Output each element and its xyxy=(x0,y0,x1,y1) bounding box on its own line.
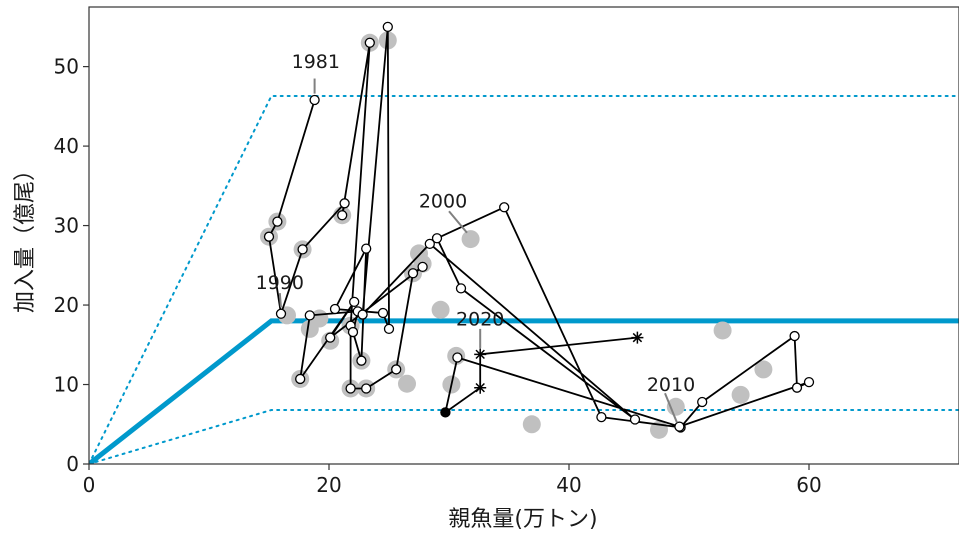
trajectory-point xyxy=(361,383,372,394)
trajectory-point xyxy=(697,396,708,408)
year-leader-line xyxy=(448,210,468,234)
axes: 0 20 40 60 0 10 20 30 40 50 xyxy=(54,6,959,497)
trajectory-point xyxy=(455,283,467,294)
trajectory-point xyxy=(329,303,341,315)
year-label: 2010 xyxy=(647,374,695,396)
trajectory-point xyxy=(391,364,402,375)
year-leader-line xyxy=(278,293,282,308)
plot-frame xyxy=(88,6,959,465)
trajectory-point xyxy=(674,421,685,432)
trajectory-point xyxy=(325,332,336,343)
grey-point xyxy=(713,321,732,340)
x-tick-label: 0 xyxy=(83,473,96,497)
trajectory-point xyxy=(349,296,360,308)
trajectory-point xyxy=(297,244,308,255)
y-tick-label: 50 xyxy=(54,55,79,79)
trajectory-point xyxy=(263,231,275,242)
grey-point xyxy=(300,319,319,338)
trajectory-point xyxy=(803,376,815,388)
trajectory-point xyxy=(629,414,641,425)
estimate-segment xyxy=(480,336,638,356)
grey-point xyxy=(731,385,750,404)
estimate-star-marker xyxy=(631,331,644,344)
year-label: 1981 xyxy=(292,51,340,73)
trajectory-point xyxy=(272,216,283,227)
y-tick-label: 0 xyxy=(66,452,79,476)
trajectory-point xyxy=(364,37,375,48)
grey-point xyxy=(461,230,480,249)
trajectory-point xyxy=(309,94,320,106)
grey-point xyxy=(754,360,773,379)
year-label: 2000 xyxy=(419,190,467,212)
grey-point xyxy=(431,300,450,319)
grey-point xyxy=(410,244,428,263)
grey-point xyxy=(522,415,541,434)
final-point xyxy=(440,407,451,418)
trajectory-line xyxy=(268,25,810,429)
estimate-star-marker xyxy=(474,348,487,361)
year-label: 1990 xyxy=(256,272,304,294)
upper-band-line xyxy=(89,95,959,464)
trajectory-point xyxy=(499,202,510,213)
trajectory-point xyxy=(356,355,367,366)
x-tick-label: 20 xyxy=(316,473,341,497)
year-label: 2020 xyxy=(456,309,504,331)
trajectory-point xyxy=(377,307,389,319)
y-tick-label: 40 xyxy=(54,134,79,158)
trajectory xyxy=(263,21,815,433)
y-tick-label: 30 xyxy=(54,214,79,238)
x-tick-label: 40 xyxy=(556,473,581,497)
year-annotations: 1981 1990 2000 2010 2020 xyxy=(256,51,695,424)
lower-band-line xyxy=(89,409,959,464)
year-leader-line xyxy=(664,392,678,424)
trajectory-point xyxy=(452,352,463,363)
trajectory-point xyxy=(417,261,428,273)
trajectory-point xyxy=(789,330,800,342)
x-tick-label: 60 xyxy=(796,473,821,497)
trajectory-point xyxy=(345,383,356,394)
y-tick-label: 10 xyxy=(54,373,79,397)
y-tick-label: 20 xyxy=(54,293,79,317)
grey-point xyxy=(398,374,416,393)
trajectory-point xyxy=(295,373,306,385)
trajectory-point xyxy=(275,308,287,319)
estimate-segment xyxy=(444,386,481,414)
y-axis-title: 加入量（億尾） xyxy=(13,159,38,313)
trajectory-point xyxy=(347,326,359,338)
trajectory-point xyxy=(596,411,607,423)
trajectory-point xyxy=(431,233,443,244)
trajectory-point xyxy=(383,323,395,335)
trajectory-point xyxy=(424,238,435,249)
trajectory-point xyxy=(382,21,393,33)
reference-bands xyxy=(89,95,959,464)
trajectory-point xyxy=(357,309,368,320)
trajectory-point xyxy=(361,243,372,254)
trajectory-point xyxy=(339,198,350,209)
trajectory-point xyxy=(337,210,348,221)
hockey-stick-line xyxy=(89,318,959,464)
trajectory-point xyxy=(407,268,419,279)
trajectory-point xyxy=(304,310,315,321)
trajectory-point xyxy=(791,382,803,393)
estimate-star-marker xyxy=(474,381,487,394)
x-axis-title: 親魚量(万トン) xyxy=(448,507,597,532)
